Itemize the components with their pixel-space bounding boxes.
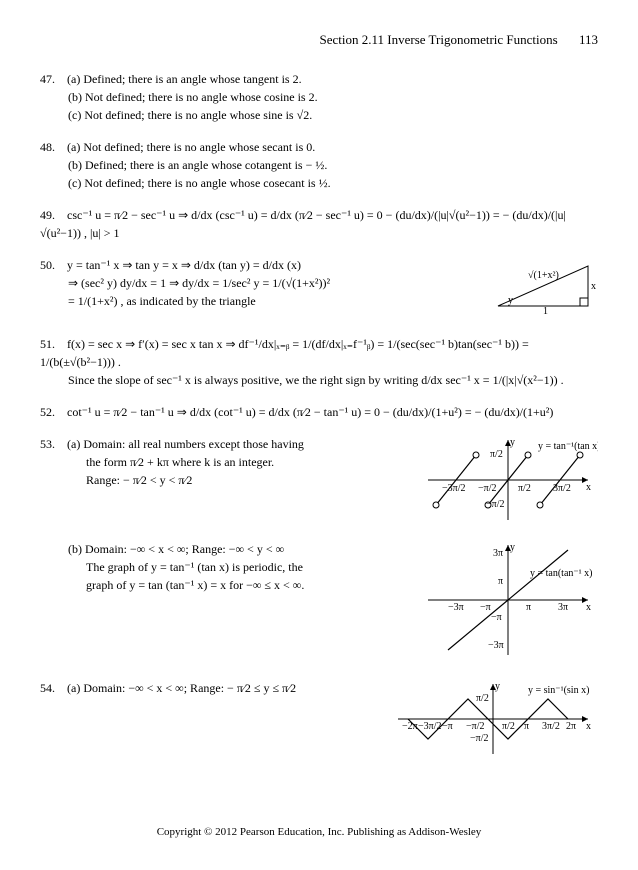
svg-text:π: π bbox=[526, 602, 531, 613]
svg-text:π/2: π/2 bbox=[502, 721, 515, 732]
svg-text:−3π/2: −3π/2 bbox=[418, 721, 441, 732]
svg-text:π/2: π/2 bbox=[518, 483, 531, 494]
svg-text:3π/2: 3π/2 bbox=[553, 483, 571, 494]
problem-number: 48. bbox=[40, 138, 64, 156]
equation: cot⁻¹ u = π⁄2 − tan⁻¹ u ⇒ d/dx (cot⁻¹ u)… bbox=[67, 405, 553, 419]
line-1: y = tan⁻¹ x ⇒ tan y = x ⇒ d/dx (tan y) =… bbox=[67, 258, 301, 272]
eq: y = sin⁻¹(sin x) bbox=[528, 685, 589, 696]
part-b: (b) Not defined; there is no angle whose… bbox=[68, 88, 598, 106]
svg-text:π/2: π/2 bbox=[490, 449, 503, 460]
page-number: 113 bbox=[579, 32, 598, 47]
part-a-l3: Range: − π⁄2 < y < π⁄2 bbox=[86, 471, 402, 489]
problem-50: 50. y = tan⁻¹ x ⇒ tan y = x ⇒ d/dx (tan … bbox=[40, 256, 598, 321]
svg-text:−2π: −2π bbox=[402, 721, 418, 732]
line-2: ⇒ (sec² y) dy/dx = 1 ⇒ dy/dx = 1/sec² y … bbox=[68, 274, 472, 292]
problem-53: 53. (a) Domain: all real numbers except … bbox=[40, 435, 598, 665]
part-c: (c) Not defined; there is no angle whose… bbox=[68, 106, 598, 124]
svg-text:−π/2: −π/2 bbox=[486, 499, 504, 510]
line-3: = 1/(1+x²) , as indicated by the triangl… bbox=[68, 292, 472, 310]
svg-text:−π: −π bbox=[442, 721, 453, 732]
problem-number: 49. bbox=[40, 206, 64, 224]
problem-51: 51. f(x) = sec x ⇒ f′(x) = sec x tan x ⇒… bbox=[40, 335, 598, 389]
problem-49: 49. csc⁻¹ u = π⁄2 − sec⁻¹ u ⇒ d/dx (csc⁻… bbox=[40, 206, 598, 242]
xlab: x bbox=[586, 721, 591, 732]
problem-52: 52. cot⁻¹ u = π⁄2 − tan⁻¹ u ⇒ d/dx (cot⁻… bbox=[40, 403, 598, 421]
svg-text:3π: 3π bbox=[493, 548, 503, 559]
line-2: Since the slope of sec⁻¹ x is always pos… bbox=[68, 371, 598, 389]
part-c: (c) Not defined; there is no angle whose… bbox=[68, 174, 598, 192]
svg-text:−π/2: −π/2 bbox=[470, 733, 488, 744]
ylab: y bbox=[495, 681, 500, 692]
page-header: Section 2.11 Inverse Trigonometric Funct… bbox=[40, 30, 598, 50]
svg-text:π: π bbox=[524, 721, 529, 732]
angle-label: y bbox=[508, 295, 513, 306]
part-b-l1: (b) Domain: −∞ < x < ∞; Range: −∞ < y < … bbox=[68, 540, 402, 558]
svg-text:3π: 3π bbox=[558, 602, 568, 613]
graph-54: y x y = sin⁻¹(sin x) −2π −3π/2 −π −π/2 π… bbox=[388, 679, 598, 764]
problem-number: 54. bbox=[40, 679, 64, 697]
graph-53a: y x y = tan⁻¹(tan x) −3π/2 −π/2 π/2 3π/2… bbox=[418, 435, 598, 530]
svg-text:−π/2: −π/2 bbox=[478, 483, 496, 494]
svg-text:−π/2: −π/2 bbox=[466, 721, 484, 732]
problem-number: 51. bbox=[40, 335, 64, 353]
eq: y = tan⁻¹(tan x) bbox=[538, 441, 598, 452]
problem-number: 50. bbox=[40, 256, 64, 274]
problem-47: 47. (a) Defined; there is an angle whose… bbox=[40, 70, 598, 124]
problem-54: 54. (a) Domain: −∞ < x < ∞; Range: − π⁄2… bbox=[40, 679, 598, 764]
part-a-l1: (a) Domain: all real numbers except thos… bbox=[67, 437, 304, 451]
part-a: (a) Defined; there is an angle whose tan… bbox=[67, 72, 302, 86]
svg-text:π: π bbox=[498, 576, 503, 587]
eq: y = tan(tan⁻¹ x) bbox=[530, 568, 593, 579]
svg-text:−π: −π bbox=[491, 612, 502, 623]
triangle-figure: √(1+x²) x 1 y bbox=[488, 256, 598, 321]
svg-text:π/2: π/2 bbox=[476, 693, 489, 704]
adj-label: 1 bbox=[543, 306, 548, 316]
part-b: (b) Defined; there is an angle whose cot… bbox=[68, 156, 598, 174]
svg-text:−π: −π bbox=[480, 602, 491, 613]
opp-label: x bbox=[591, 281, 596, 292]
svg-text:−3π: −3π bbox=[448, 602, 464, 613]
ylab: y bbox=[510, 542, 515, 553]
svg-text:2π: 2π bbox=[566, 721, 576, 732]
part-a: (a) Not defined; there is no angle whose… bbox=[67, 140, 315, 154]
part-b-l3: graph of y = tan (tan⁻¹ x) = x for −∞ ≤ … bbox=[86, 576, 402, 594]
problem-number: 52. bbox=[40, 403, 64, 421]
ylab: y bbox=[510, 437, 515, 448]
hyp-label: √(1+x²) bbox=[528, 270, 559, 281]
problem-number: 47. bbox=[40, 70, 64, 88]
line-1: f(x) = sec x ⇒ f′(x) = sec x tan x ⇒ df⁻… bbox=[40, 337, 529, 369]
equation: csc⁻¹ u = π⁄2 − sec⁻¹ u ⇒ d/dx (csc⁻¹ u)… bbox=[40, 208, 566, 240]
graph-53b: y x y = tan(tan⁻¹ x) −3π −π π 3π 3π π −π… bbox=[418, 540, 598, 665]
part-a-l2: the form π⁄2 + kπ where k is an integer. bbox=[86, 453, 402, 471]
xlab: x bbox=[586, 602, 591, 613]
xlab: x bbox=[586, 482, 591, 493]
svg-text:3π/2: 3π/2 bbox=[542, 721, 560, 732]
section-title: Section 2.11 Inverse Trigonometric Funct… bbox=[320, 32, 558, 47]
problem-48: 48. (a) Not defined; there is no angle w… bbox=[40, 138, 598, 192]
svg-text:−3π: −3π bbox=[488, 640, 504, 651]
svg-text:−3π/2: −3π/2 bbox=[442, 483, 465, 494]
part-b-l2: The graph of y = tan⁻¹ (tan x) is period… bbox=[86, 558, 402, 576]
problem-number: 53. bbox=[40, 435, 64, 453]
part-a: (a) Domain: −∞ < x < ∞; Range: − π⁄2 ≤ y… bbox=[67, 681, 296, 695]
